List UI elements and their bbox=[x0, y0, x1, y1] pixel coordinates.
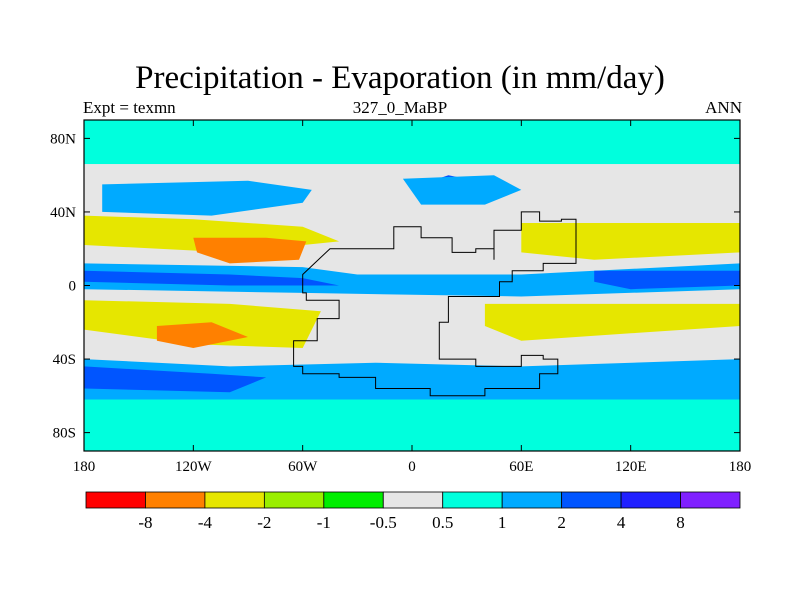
colorbar-swatch bbox=[442, 491, 503, 509]
y-axis: 80N 40N 0 40S 80S bbox=[50, 131, 740, 442]
y-tick-label: 80S bbox=[53, 426, 76, 442]
age-label: 327_0_MaBP bbox=[352, 98, 448, 117]
x-tick-label: 0 bbox=[408, 459, 416, 475]
x-tick-label: 180 bbox=[73, 459, 96, 475]
colorbar-label: 2 bbox=[557, 513, 566, 532]
y-tick-label: 0 bbox=[69, 279, 77, 295]
colorbar-label: -4 bbox=[198, 513, 213, 532]
field-region-11 bbox=[594, 270, 740, 290]
chart-title: Precipitation - Evaporation (in mm/day) bbox=[135, 60, 665, 96]
field-region-14 bbox=[484, 303, 740, 341]
field-region-10 bbox=[84, 270, 340, 286]
colorbar-label: 4 bbox=[617, 513, 626, 532]
x-tick-label: 120W bbox=[175, 459, 213, 475]
colorbar-swatch bbox=[263, 491, 325, 509]
colorbar: -8 -4 -2 -1 -0.5 0.5 1 2 4 8 bbox=[85, 491, 741, 532]
y-tick-label: 80N bbox=[50, 131, 76, 147]
coastline bbox=[293, 211, 577, 397]
field-region-13 bbox=[156, 322, 248, 348]
field-layer bbox=[84, 120, 740, 451]
colorbar-label: 0.5 bbox=[432, 513, 453, 532]
field-region-7 bbox=[193, 237, 307, 264]
continent-outline bbox=[293, 211, 577, 397]
field-region-1 bbox=[84, 164, 740, 183]
colorbar-label: 8 bbox=[676, 513, 685, 532]
x-tick-label: 60W bbox=[288, 459, 318, 475]
field-region-16 bbox=[84, 366, 267, 393]
colorbar-swatch bbox=[85, 491, 146, 509]
colorbar-swatch bbox=[323, 491, 384, 509]
colorbar-swatch bbox=[382, 491, 444, 509]
colorbar-swatch bbox=[145, 491, 206, 509]
colorbar-label: -8 bbox=[138, 513, 152, 532]
x-tick-label: 60E bbox=[509, 459, 533, 475]
y-tick-label: 40S bbox=[53, 352, 76, 368]
experiment-label: Expt = texmn bbox=[83, 98, 176, 117]
colorbar-label: -0.5 bbox=[370, 513, 397, 532]
field-region-3 bbox=[102, 180, 312, 216]
field-region-5 bbox=[402, 175, 522, 205]
colorbar-swatch bbox=[501, 491, 563, 509]
field-region-9 bbox=[84, 263, 740, 297]
field-region-0 bbox=[84, 120, 740, 165]
colorbar-label: -2 bbox=[257, 513, 271, 532]
colorbar-swatch bbox=[204, 491, 265, 509]
field-region-15 bbox=[84, 359, 740, 400]
x-tick-label: 180 bbox=[729, 459, 752, 475]
y-tick-label: 40N bbox=[50, 205, 76, 221]
field-region-17 bbox=[84, 399, 740, 451]
colorbar-swatch bbox=[620, 491, 681, 509]
season-label: ANN bbox=[705, 98, 742, 117]
colorbar-label: 1 bbox=[498, 513, 507, 532]
x-axis: 180 120W 60W 0 60E 120E 180 bbox=[73, 120, 752, 475]
colorbar-label: -1 bbox=[317, 513, 331, 532]
colorbar-swatch bbox=[680, 491, 741, 509]
colorbar-swatch bbox=[561, 491, 622, 509]
x-tick-label: 120E bbox=[615, 459, 647, 475]
